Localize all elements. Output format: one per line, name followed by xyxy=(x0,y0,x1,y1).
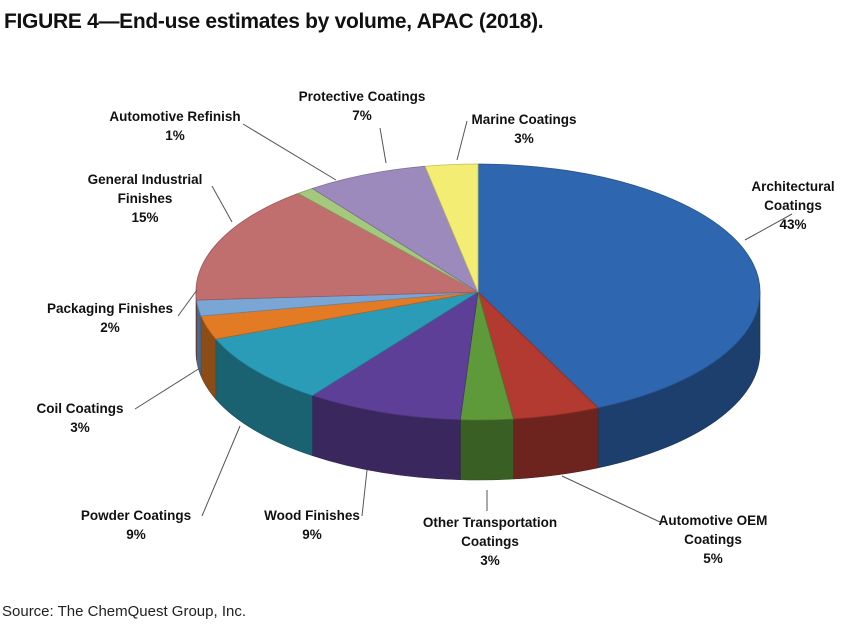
slice-label-1: Automotive OEM Coatings 5% xyxy=(659,513,768,566)
leader-line-0 xyxy=(744,213,793,241)
pie-slices xyxy=(195,163,761,421)
slice-label-4: Powder Coatings 9% xyxy=(81,508,191,542)
slice-label-9: Protective Coatings 7% xyxy=(299,89,426,123)
slice-side-2 xyxy=(459,418,514,481)
slice-label-5: Coil Coatings 3% xyxy=(37,401,124,435)
slice-label-6: Packaging Finishes 2% xyxy=(47,301,173,335)
slice-label-2: Other Transportation Coatings 3% xyxy=(423,515,557,568)
slice-labels: Architectural Coatings 43% Automotive OEM Co… xyxy=(37,89,835,568)
leader-line-6 xyxy=(177,289,198,317)
leader-line-9 xyxy=(379,127,387,164)
leader-lines xyxy=(134,120,793,523)
figure-source: Source: The ChemQuest Group, Inc. xyxy=(2,603,247,620)
slice-powder-coatings xyxy=(215,291,479,396)
leader-line-7 xyxy=(211,185,233,223)
pie-sides xyxy=(195,291,761,481)
slice-wood-finishes xyxy=(311,291,479,421)
slice-architectural-coatings xyxy=(477,163,761,409)
leader-line-8 xyxy=(242,123,337,181)
figure-title: FIGURE 4—End-use estimates by volume, AP… xyxy=(4,10,544,33)
leader-line-10 xyxy=(456,120,468,161)
slice-side-7 xyxy=(195,291,197,361)
slice-label-10: Marine Coatings 3% xyxy=(471,112,576,146)
leader-line-1 xyxy=(561,475,661,523)
slice-label-8: Automotive Refinish 1% xyxy=(109,109,240,143)
slice-label-7: General Industrial Finishes 15% xyxy=(88,172,203,225)
slice-label-3: Wood Finishes 9% xyxy=(264,508,360,542)
slice-general-industrial-finishes xyxy=(195,192,480,301)
slice-marine-coatings xyxy=(424,163,479,293)
leader-line-5 xyxy=(134,367,201,410)
leader-line-4 xyxy=(201,425,241,517)
slice-protective-coatings xyxy=(311,165,479,294)
leader-line-3 xyxy=(361,469,368,517)
slice-label-0: Architectural Coatings 43% xyxy=(751,179,834,232)
